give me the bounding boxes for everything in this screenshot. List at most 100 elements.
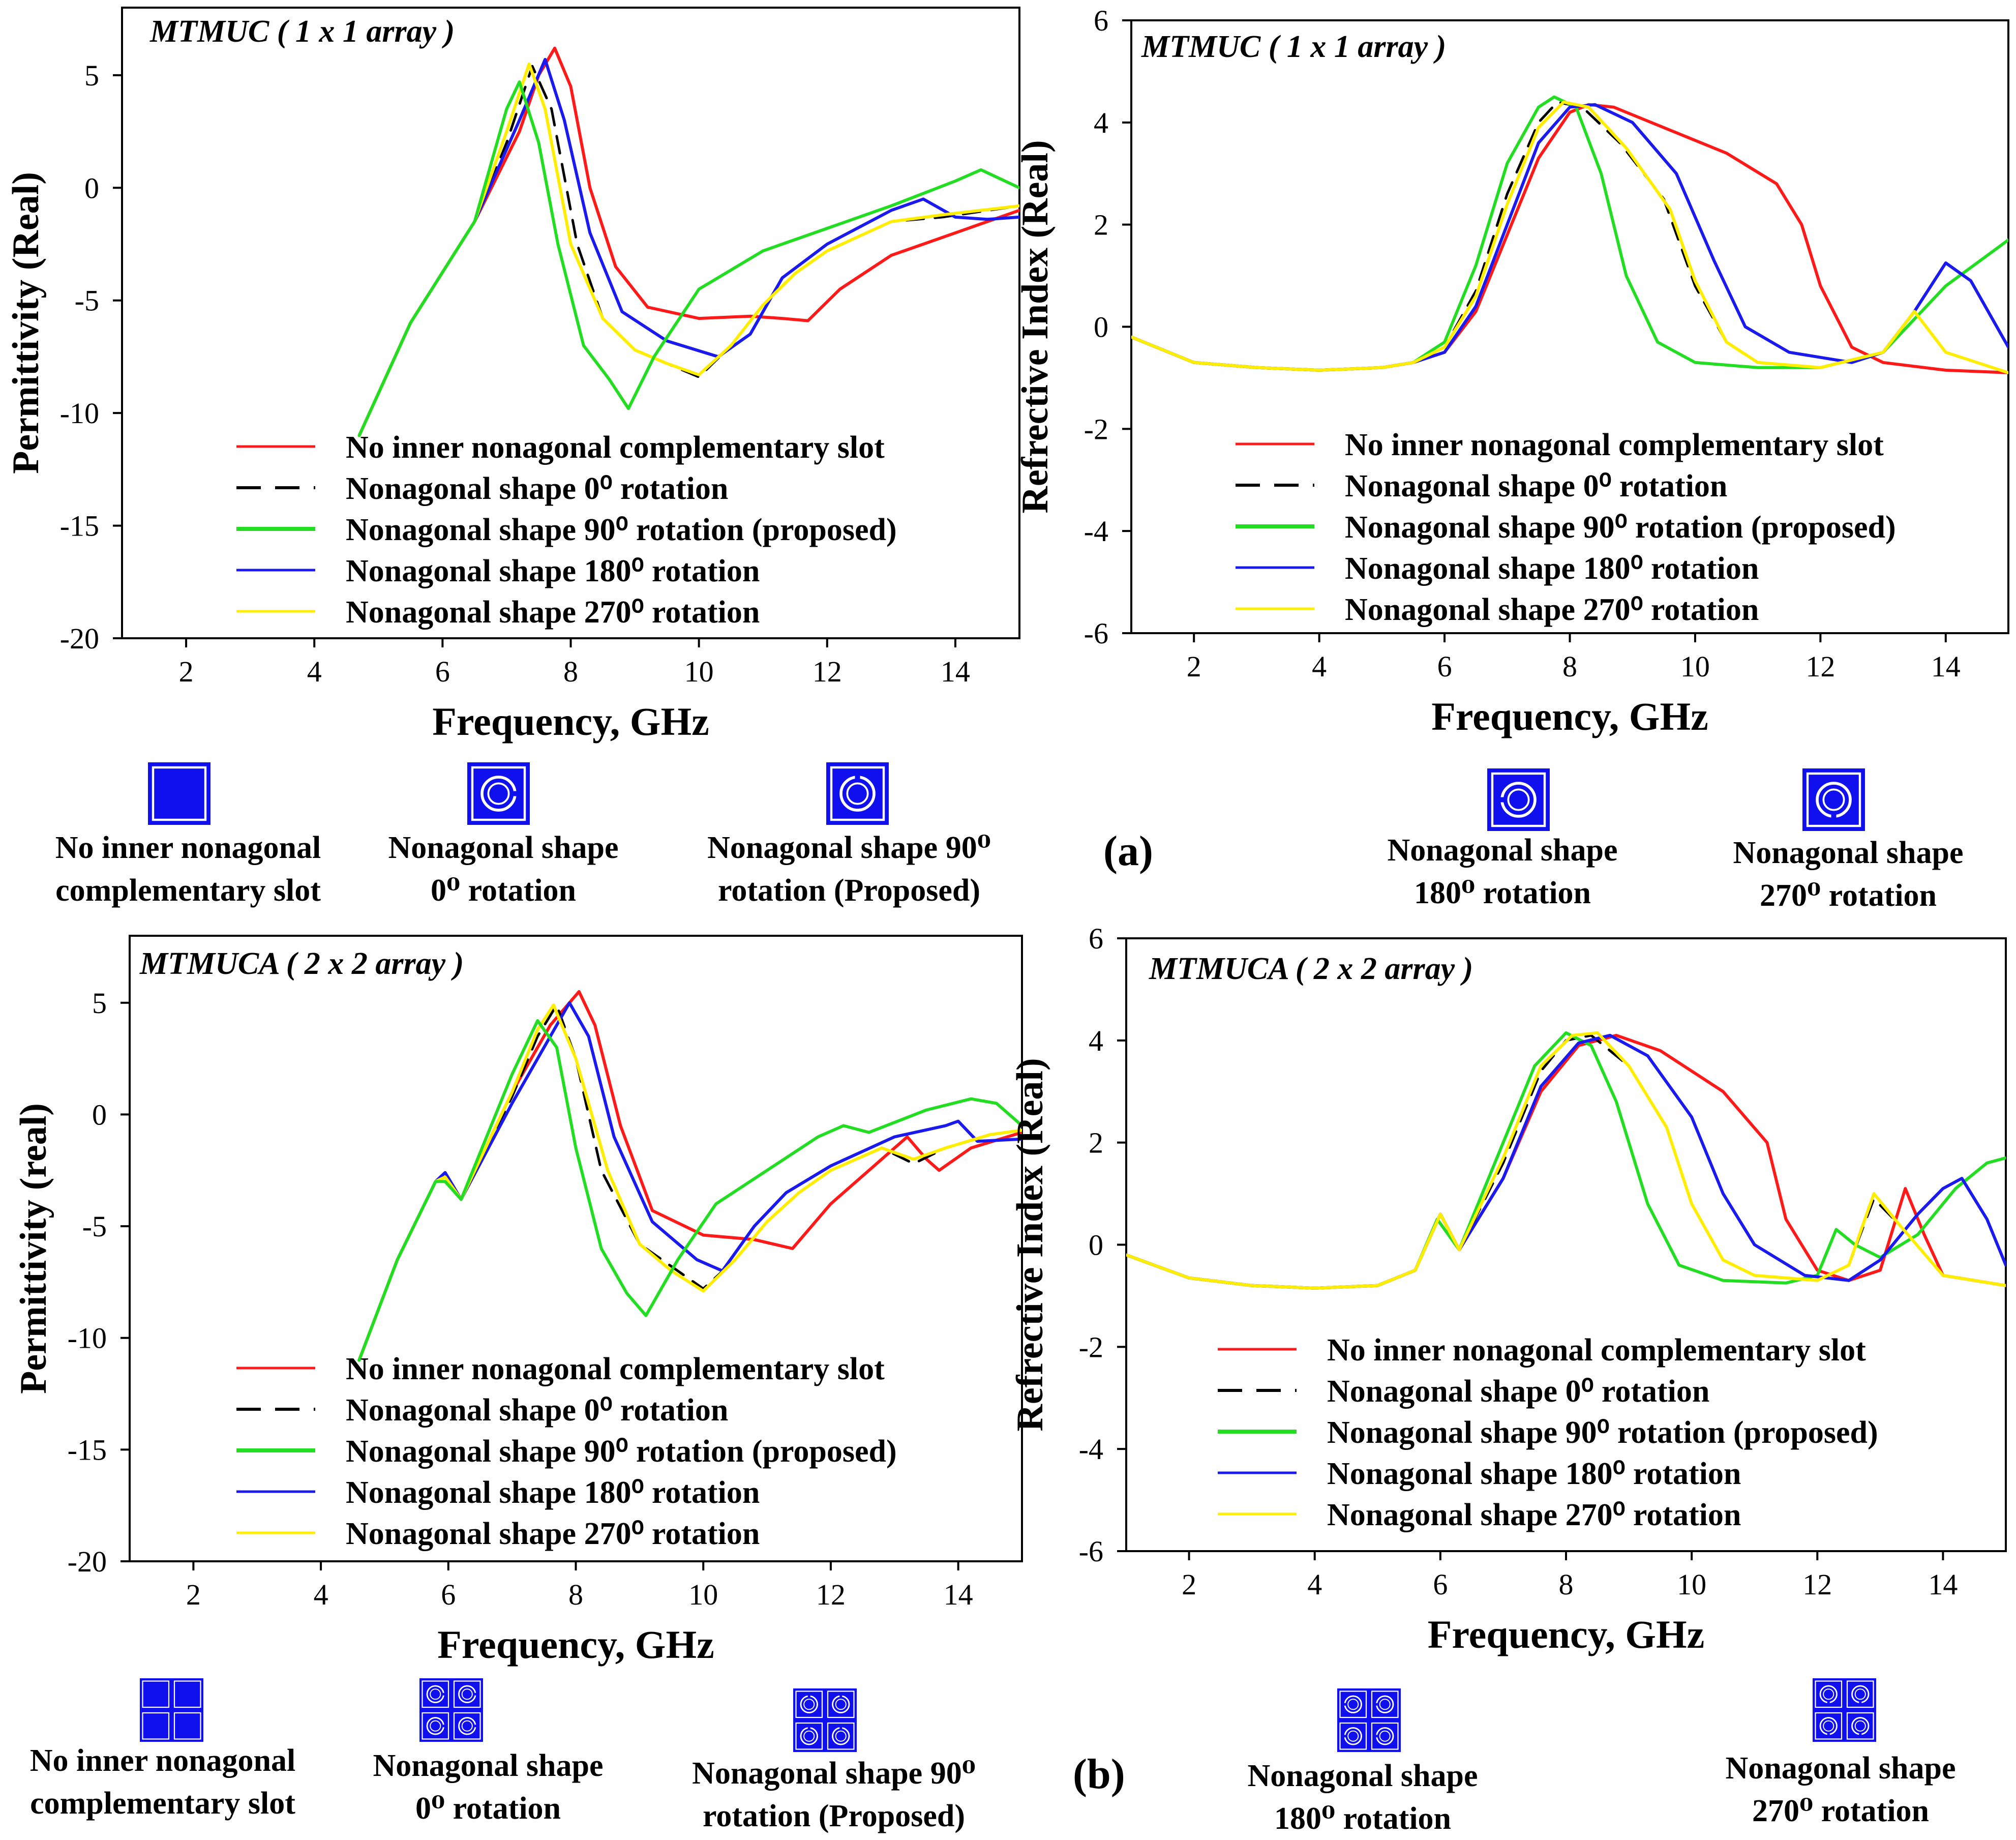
series-line-rot90 xyxy=(1131,95,2008,372)
series-line-rot180 xyxy=(1131,103,2008,372)
array-180deg-icon xyxy=(1337,1688,1401,1755)
y-tick-label: 6 xyxy=(1094,4,1108,37)
legend-label-rot0: Nonagonal shape 0⁰ rotation xyxy=(346,1393,728,1428)
x-axis-label: Frequency, GHz xyxy=(1428,1612,1705,1656)
legend: No inner nonagonal complementary slot Non… xyxy=(1218,1333,1878,1532)
y-tick-label: -15 xyxy=(60,510,99,543)
x-tick-label: 14 xyxy=(941,655,970,688)
x-tick-label: 4 xyxy=(314,1578,328,1611)
y-tick-label: 5 xyxy=(84,59,99,92)
panel-letter-a: (a) xyxy=(1103,827,1153,875)
y-tick-label: -6 xyxy=(1084,617,1108,650)
x-tick-label: 10 xyxy=(688,1578,718,1611)
caption-a-90deg: Nonagonal shape 90⁰ rotation (Proposed) xyxy=(707,830,991,908)
series-line-no-slot xyxy=(1126,1033,2006,1290)
y-axis-label: Refrective Index (Real) xyxy=(1014,140,1056,513)
x-tick-label: 4 xyxy=(1312,650,1327,683)
chart-a-index: 2 4 6 8 10 12 14 6 4 2 0 -2 -4 -6 Frequency, GHz Refrec… xyxy=(1014,4,2009,738)
array-no-slot-icon xyxy=(140,1678,203,1744)
x-tick-label: 8 xyxy=(568,1578,583,1611)
caption-a-0deg: Nonagonal shape 0⁰ rotation xyxy=(388,830,619,908)
x-tick-label: 14 xyxy=(1931,650,1961,683)
legend: No inner nonagonal complementary slot Non… xyxy=(236,1352,897,1551)
y-tick-label: -20 xyxy=(68,1545,107,1578)
y-tick-label: 0 xyxy=(92,1098,107,1131)
legend-label-rot90: Nonagonal shape 90⁰ rotation (proposed) xyxy=(1345,510,1896,545)
series-line-rot270 xyxy=(1126,1031,2006,1290)
legend-label-no-slot: No inner nonagonal complementary slot xyxy=(346,430,885,465)
series-line-rot180 xyxy=(1126,1033,2006,1290)
legend-label-rot90: Nonagonal shape 90⁰ rotation (proposed) xyxy=(1327,1415,1878,1450)
panel-letter-b: (b) xyxy=(1073,1750,1125,1798)
legend: No inner nonagonal complementary slot Non… xyxy=(1236,428,1896,627)
legend-label-rot180: Nonagonal shape 180⁰ rotation xyxy=(1345,551,1759,586)
series-line-rot270 xyxy=(357,1003,1022,1362)
series-line-rot0 xyxy=(1131,101,2008,374)
series-line-rot0 xyxy=(358,65,1019,437)
legend-label-rot270: Nonagonal shape 270⁰ rotation xyxy=(1345,592,1759,627)
y-tick-label: -10 xyxy=(60,397,99,430)
x-tick-label: 2 xyxy=(1182,1568,1196,1601)
x-tick-label: 2 xyxy=(179,655,194,688)
chart-b-perm: 2 4 6 8 10 12 14 5 0 -5 -10 -15 -20 Frequency, GHz Per… xyxy=(13,935,1023,1667)
x-tick-label: 8 xyxy=(1562,650,1577,683)
legend-label-rot270: Nonagonal shape 270⁰ rotation xyxy=(346,595,760,630)
y-axis-label: Permittivity (Real) xyxy=(5,172,47,474)
x-tick-label: 6 xyxy=(1433,1568,1448,1601)
y-tick-label: -6 xyxy=(1079,1535,1103,1568)
series-line-rot90 xyxy=(357,1019,1022,1362)
legend-label-rot0: Nonagonal shape 0⁰ rotation xyxy=(1327,1374,1709,1409)
legend-label-rot90: Nonagonal shape 90⁰ rotation (proposed) xyxy=(346,1434,897,1469)
legend-label-rot0: Nonagonal shape 0⁰ rotation xyxy=(346,471,728,506)
legend-label-no-slot: No inner nonagonal complementary slot xyxy=(1345,428,1884,462)
y-tick-label: -2 xyxy=(1079,1330,1103,1363)
y-tick-label: 6 xyxy=(1089,922,1103,955)
y-tick-label: 4 xyxy=(1094,106,1108,139)
legend-label-rot180: Nonagonal shape 180⁰ rotation xyxy=(346,554,760,588)
caption-a-no-slot: No inner nonagonal complementary slot xyxy=(55,830,321,908)
legend: No inner nonagonal complementary slot Non… xyxy=(236,430,897,630)
series-line-rot0 xyxy=(1126,1034,2006,1290)
series-line-no-slot xyxy=(357,990,1022,1362)
chart-title: MTMUCA ( 2 x 2 array ) xyxy=(1149,952,1473,986)
caption-b-0deg: Nonagonal shape 0⁰ rotation xyxy=(373,1748,604,1826)
x-tick-label: 14 xyxy=(944,1578,973,1611)
y-tick-label: -10 xyxy=(68,1322,107,1355)
x-tick-label: 4 xyxy=(307,655,322,688)
caption-a-180deg: Nonagonal shape 180⁰ rotation xyxy=(1387,833,1618,910)
unit-cell-90deg-icon xyxy=(826,762,889,828)
series-line-rot90 xyxy=(1126,1031,2006,1290)
series-line-rot180 xyxy=(357,1001,1022,1362)
caption-b-180deg: Nonagonal shape 180⁰ rotation xyxy=(1247,1759,1478,1836)
y-tick-label: 0 xyxy=(1089,1229,1103,1262)
series-line-rot90 xyxy=(357,80,1019,437)
x-tick-label: 6 xyxy=(1437,650,1452,683)
caption-a-270deg: Nonagonal shape 270⁰ rotation xyxy=(1733,836,1964,913)
unit-cell-270deg-icon xyxy=(1802,768,1865,834)
unit-cell-0deg-icon xyxy=(467,762,530,828)
y-tick-label: -5 xyxy=(82,1210,107,1243)
legend-label-rot180: Nonagonal shape 180⁰ rotation xyxy=(346,1475,760,1510)
legend-label-no-slot: No inner nonagonal complementary slot xyxy=(1327,1333,1866,1368)
array-270deg-icon xyxy=(1813,1678,1876,1744)
x-axis-label: Frequency, GHz xyxy=(437,1622,714,1667)
y-tick-label: 5 xyxy=(92,987,107,1020)
y-tick-label: -4 xyxy=(1084,515,1108,548)
y-axis-label: Permittivity (real) xyxy=(13,1103,54,1394)
y-tick-label: 0 xyxy=(84,171,99,204)
chart-a-perm: 2 4 6 8 10 12 14 5 0 -5 -10 -15 -20 Frequency, GHz Per… xyxy=(5,7,1020,744)
caption-b-270deg: Nonagonal shape 270⁰ rotation xyxy=(1725,1751,1956,1828)
series-line-no-slot xyxy=(357,46,1019,437)
legend-label-no-slot: No inner nonagonal complementary slot xyxy=(346,1352,885,1386)
x-tick-label: 8 xyxy=(1559,1568,1574,1601)
x-tick-label: 14 xyxy=(1928,1568,1958,1601)
x-axis-label: Frequency, GHz xyxy=(432,699,709,744)
y-tick-label: -5 xyxy=(75,284,99,317)
caption-b-no-slot: No inner nonagonal complementary slot xyxy=(29,1743,296,1821)
chart-title: MTMUC ( 1 x 1 array ) xyxy=(1141,29,1446,64)
unit-cell-180deg-icon xyxy=(1487,768,1550,834)
x-tick-label: 6 xyxy=(441,1578,456,1611)
x-tick-label: 10 xyxy=(684,655,714,688)
caption-b-90deg: Nonagonal shape 90⁰ rotation (Proposed) xyxy=(692,1756,976,1833)
